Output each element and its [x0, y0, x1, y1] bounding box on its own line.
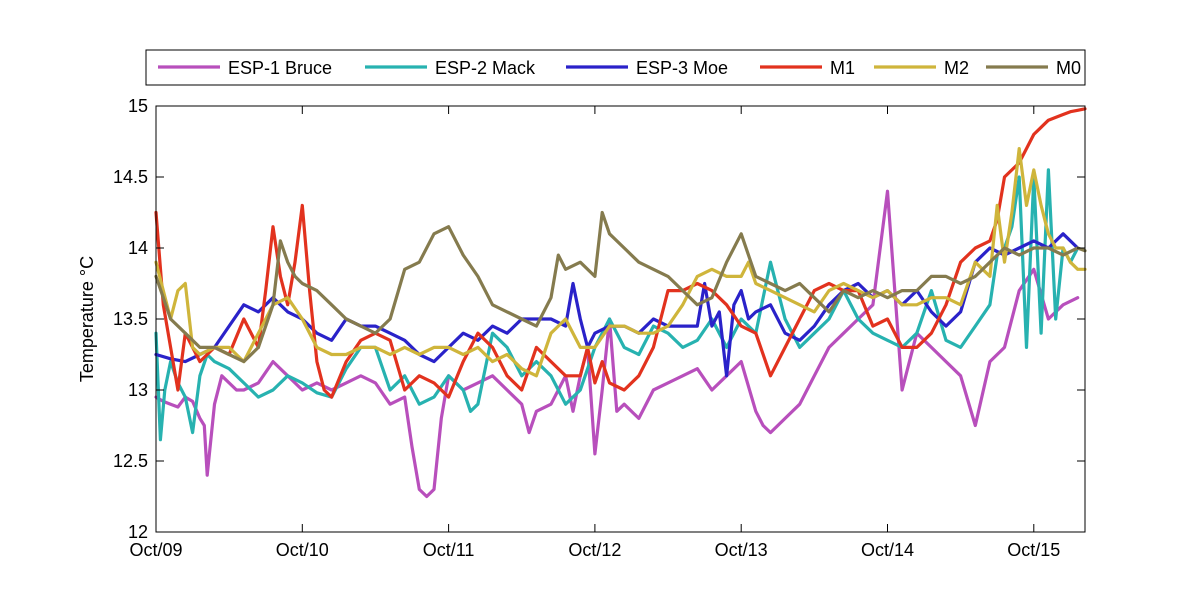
legend-label-1: ESP-2 Mack — [435, 58, 536, 78]
x-tick-label: Oct/12 — [568, 540, 621, 560]
y-tick-label: 12.5 — [113, 451, 148, 471]
legend-label-0: ESP-1 Bruce — [228, 58, 332, 78]
y-tick-label: 13 — [128, 380, 148, 400]
y-tick-label: 13.5 — [113, 309, 148, 329]
axis-layer: Oct/09 Oct/10 Oct/11 Oct/12 Oct/13 Oct/14 Oct/… — [113, 96, 1085, 560]
y-axis-label: Temperature °C — [77, 256, 97, 382]
y-tick-label: 14.5 — [113, 167, 148, 187]
x-tick-label: Oct/10 — [276, 540, 329, 560]
legend: ESP-1 Bruce ESP-2 Mack ESP-3 Moe M1 M2 M0 — [145, 49, 1086, 86]
series-line-1 — [154, 168, 1080, 442]
x-tick-label: Oct/13 — [715, 540, 768, 560]
y-tick-label: 12 — [128, 522, 148, 542]
x-tick-label: Oct/11 — [423, 540, 475, 560]
legend-label-3: M1 — [830, 58, 855, 78]
legend-label-4: M2 — [944, 58, 969, 78]
x-tick-label: Oct/15 — [1007, 540, 1060, 560]
series-layer — [154, 107, 1087, 499]
plot-frame — [155, 105, 1086, 533]
x-tick-label: Oct/09 — [129, 540, 182, 560]
x-tick-label: Oct/14 — [861, 540, 914, 560]
series-line-4 — [154, 147, 1087, 378]
series-line-3 — [154, 107, 1087, 399]
y-tick-label: 14 — [128, 238, 148, 258]
series-line-0 — [154, 189, 1080, 499]
series-line-5 — [154, 210, 1087, 364]
legend-label-5: M0 — [1056, 58, 1081, 78]
legend-label-2: ESP-3 Moe — [636, 58, 728, 78]
y-tick-label: 15 — [128, 96, 148, 116]
